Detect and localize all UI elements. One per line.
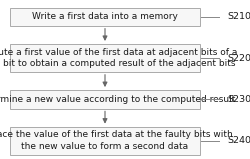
Text: S220: S220 [228,54,250,62]
Text: S210: S210 [228,12,250,21]
Text: Write a first data into a memory: Write a first data into a memory [32,12,178,21]
Text: Replace the value of the first data at the faulty bits with
the new value to for: Replace the value of the first data at t… [0,130,233,151]
FancyBboxPatch shape [10,44,200,72]
Text: S240: S240 [228,136,250,145]
Text: Compute a first value of the first data at adjacent bits of a
faulty bit to obta: Compute a first value of the first data … [0,48,238,68]
FancyBboxPatch shape [10,7,200,26]
FancyBboxPatch shape [10,127,200,155]
FancyBboxPatch shape [10,90,200,108]
Text: S230: S230 [228,95,250,104]
Text: Determine a new value according to the computed result: Determine a new value according to the c… [0,95,235,104]
